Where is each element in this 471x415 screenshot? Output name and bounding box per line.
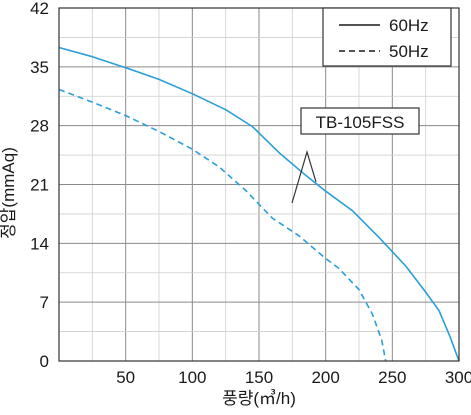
y-tick-label: 21 [30,176,49,195]
x-tick-label: 150 [245,368,273,387]
x-axis-title: 풍량(㎥/h) [222,389,296,408]
x-tick-label: 50 [116,368,135,387]
legend: 60Hz 50Hz [322,7,452,67]
y-tick-label: 14 [30,234,49,253]
y-tick-label: 28 [30,117,49,136]
annotation-box [300,107,420,135]
y-tick-label: 35 [30,58,49,77]
x-tick-label: 100 [178,368,206,387]
legend-label-50hz: 50Hz [389,42,429,61]
plot-frame [58,7,460,362]
y-tick-label: 0 [40,352,49,371]
annotation-label: TB-105FSS [316,113,405,132]
x-tick-label: 300 [445,368,471,387]
y-tick-label: 42 [30,0,49,18]
series-line-60hz [58,46,460,362]
annotation-leader [291,149,317,204]
y-axis-title: 정압(mmAq) [0,147,18,239]
x-tick-label: 200 [311,368,339,387]
x-tick-label: 250 [378,368,406,387]
y-tick-label: 7 [40,293,49,312]
legend-label-60hz: 60Hz [389,16,429,35]
tick-labels: 0 7 14 21 28 35 42 50 100 150 200 250 300 [30,0,471,387]
series-layer [58,46,460,362]
model-annotation: TB-105FSS [291,107,420,204]
legend-box [322,7,452,67]
series-line-50hz [58,88,387,362]
